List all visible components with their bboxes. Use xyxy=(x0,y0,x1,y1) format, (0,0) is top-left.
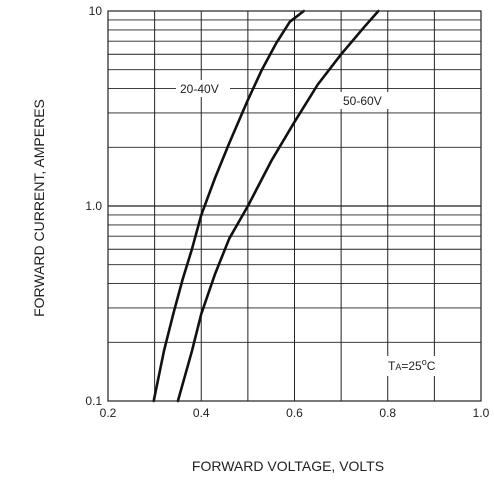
series-line-50-60v xyxy=(176,9,380,403)
x-axis-label: FORWARD VOLTAGE, VOLTS xyxy=(192,458,384,474)
temperature-annotation: TA=25oC xyxy=(384,356,446,376)
grid xyxy=(108,11,481,401)
y-tick-label: 10 xyxy=(89,4,103,18)
series-label-50-60v-text: 50-60V xyxy=(343,94,382,108)
plot-frame xyxy=(107,10,482,402)
x-tick-label: 0.8 xyxy=(379,406,396,420)
x-tick-label: 1.0 xyxy=(473,406,490,420)
temperature-annotation-text: TA=25oC xyxy=(388,357,436,373)
x-tick-label: 0.6 xyxy=(286,406,303,420)
y-tick-label: 0.1 xyxy=(85,394,102,408)
series-label-50-60v: 50-60V xyxy=(340,92,392,109)
series-line-20-40v xyxy=(152,9,306,403)
x-tick-label: 0.2 xyxy=(100,406,117,420)
series-label-20-40v-text: 20-40V xyxy=(180,82,219,96)
series-label-20-40v: 20-40V xyxy=(176,80,230,97)
tick-labels: 0.2 0.4 0.6 0.8 1.0 0.1 1.0 10 xyxy=(85,4,489,420)
x-tick-label: 0.4 xyxy=(193,406,210,420)
y-axis-label: FORWARD CURRENT, AMPERES xyxy=(31,99,47,317)
curves xyxy=(152,9,380,403)
y-tick-label: 1.0 xyxy=(85,199,102,213)
